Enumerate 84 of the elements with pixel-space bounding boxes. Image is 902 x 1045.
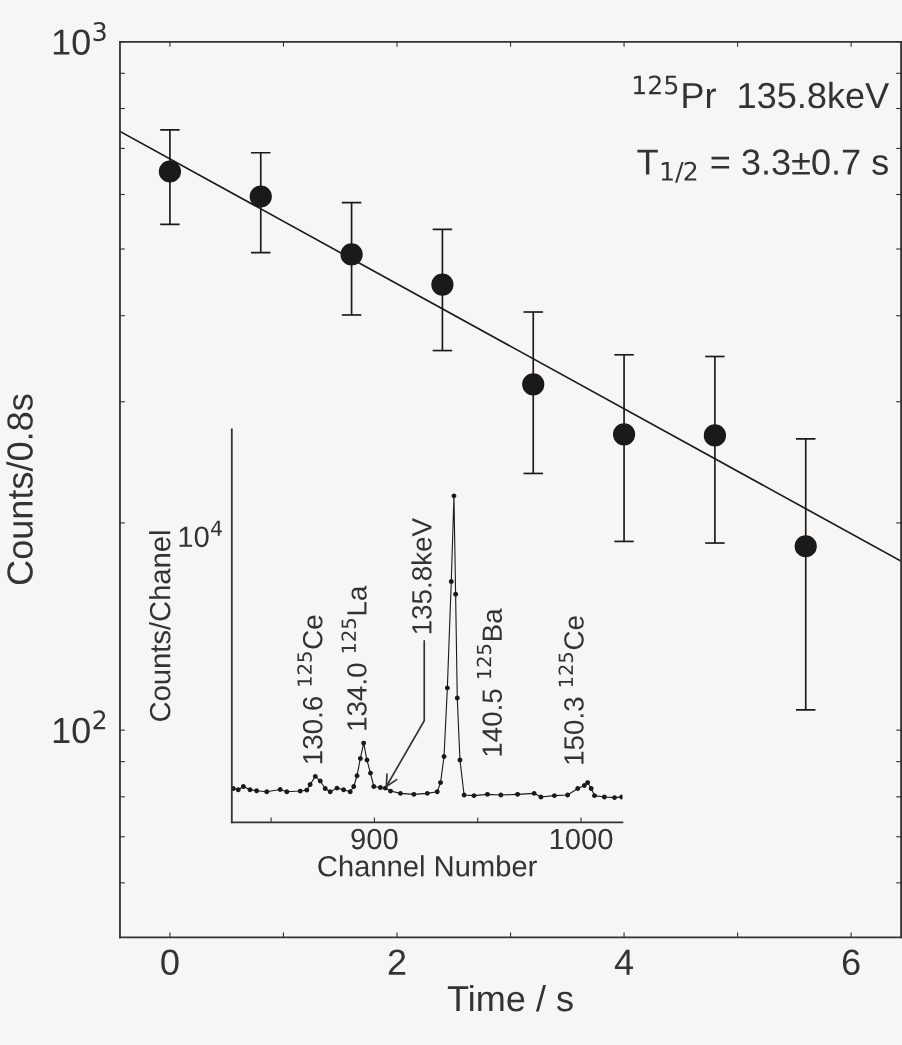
point [249,185,272,208]
annotation: 150.3 $^{125}$Ce [558,616,584,764]
point [357,755,363,761]
point [411,791,417,797]
point [575,786,581,791]
point [277,787,283,792]
point [264,789,270,795]
point [254,788,260,794]
annotation: T$_{1/2}$ = 3.3±0.7 s [637,149,888,183]
point [334,785,340,791]
point [612,795,617,801]
point [457,757,463,763]
point [498,792,504,798]
point [451,493,457,499]
point [453,591,459,597]
point [368,770,373,776]
point [388,788,393,794]
point [431,273,454,296]
annotation: 135.8keV [411,518,432,634]
annotation: 10$^{4}$ [179,520,222,548]
point [794,535,817,558]
point [297,788,303,794]
point [588,786,594,791]
point [601,794,607,800]
y-axis-title: Counts/0.8s [6,394,33,585]
point [471,793,477,799]
x-tick-label: 1000 [550,828,613,850]
point [158,160,182,183]
point [438,780,443,786]
point [235,787,241,793]
point [551,793,557,799]
point [454,695,460,701]
point [304,787,310,793]
point [371,784,377,789]
annotation: 130.6 $^{125}$Ce [297,615,323,764]
point [351,784,357,789]
annotation: $^{125}$Pr 135.8keV [633,75,890,109]
point [347,789,353,795]
point [361,740,367,746]
point [364,757,370,763]
point [317,778,323,784]
y-tick-label: 10$^{2}$ [53,710,106,744]
point [322,786,328,791]
point [522,373,545,396]
point [585,780,591,786]
point [612,423,636,446]
point [284,789,290,795]
point [703,424,727,447]
point [377,785,383,790]
annotation: 140.5 $^{125}$Ba [476,608,503,756]
point [247,787,253,793]
point [538,794,544,800]
point [354,773,360,779]
point [592,793,597,799]
x-tick-label: 0 [161,949,179,975]
x-tick-label: 6 [842,949,860,975]
point [441,754,447,759]
y-axis-title: Counts/Chanel [149,531,171,721]
point [619,794,623,800]
point [565,792,571,798]
point [444,685,450,691]
point [448,578,454,584]
point [312,773,318,779]
x-axis-title: Channel Number [318,855,537,877]
x-axis-title: Time / s [447,984,573,1012]
point [240,784,246,789]
point [581,783,587,788]
point [398,790,403,796]
point [515,791,521,797]
point [461,792,467,798]
x-tick-label: 4 [614,949,634,975]
x-tick-label: 2 [388,949,406,975]
point [327,789,333,795]
x-tick-label: 900 [351,828,398,850]
y-tick-label: 10$^{3}$ [53,22,106,55]
point [307,782,313,787]
point [424,790,430,796]
point [434,789,440,795]
point [341,787,347,793]
point [382,785,388,791]
point [531,790,537,796]
point [485,791,490,797]
point [340,243,363,266]
annotation: 134.0 $^{125}$La [341,585,367,730]
